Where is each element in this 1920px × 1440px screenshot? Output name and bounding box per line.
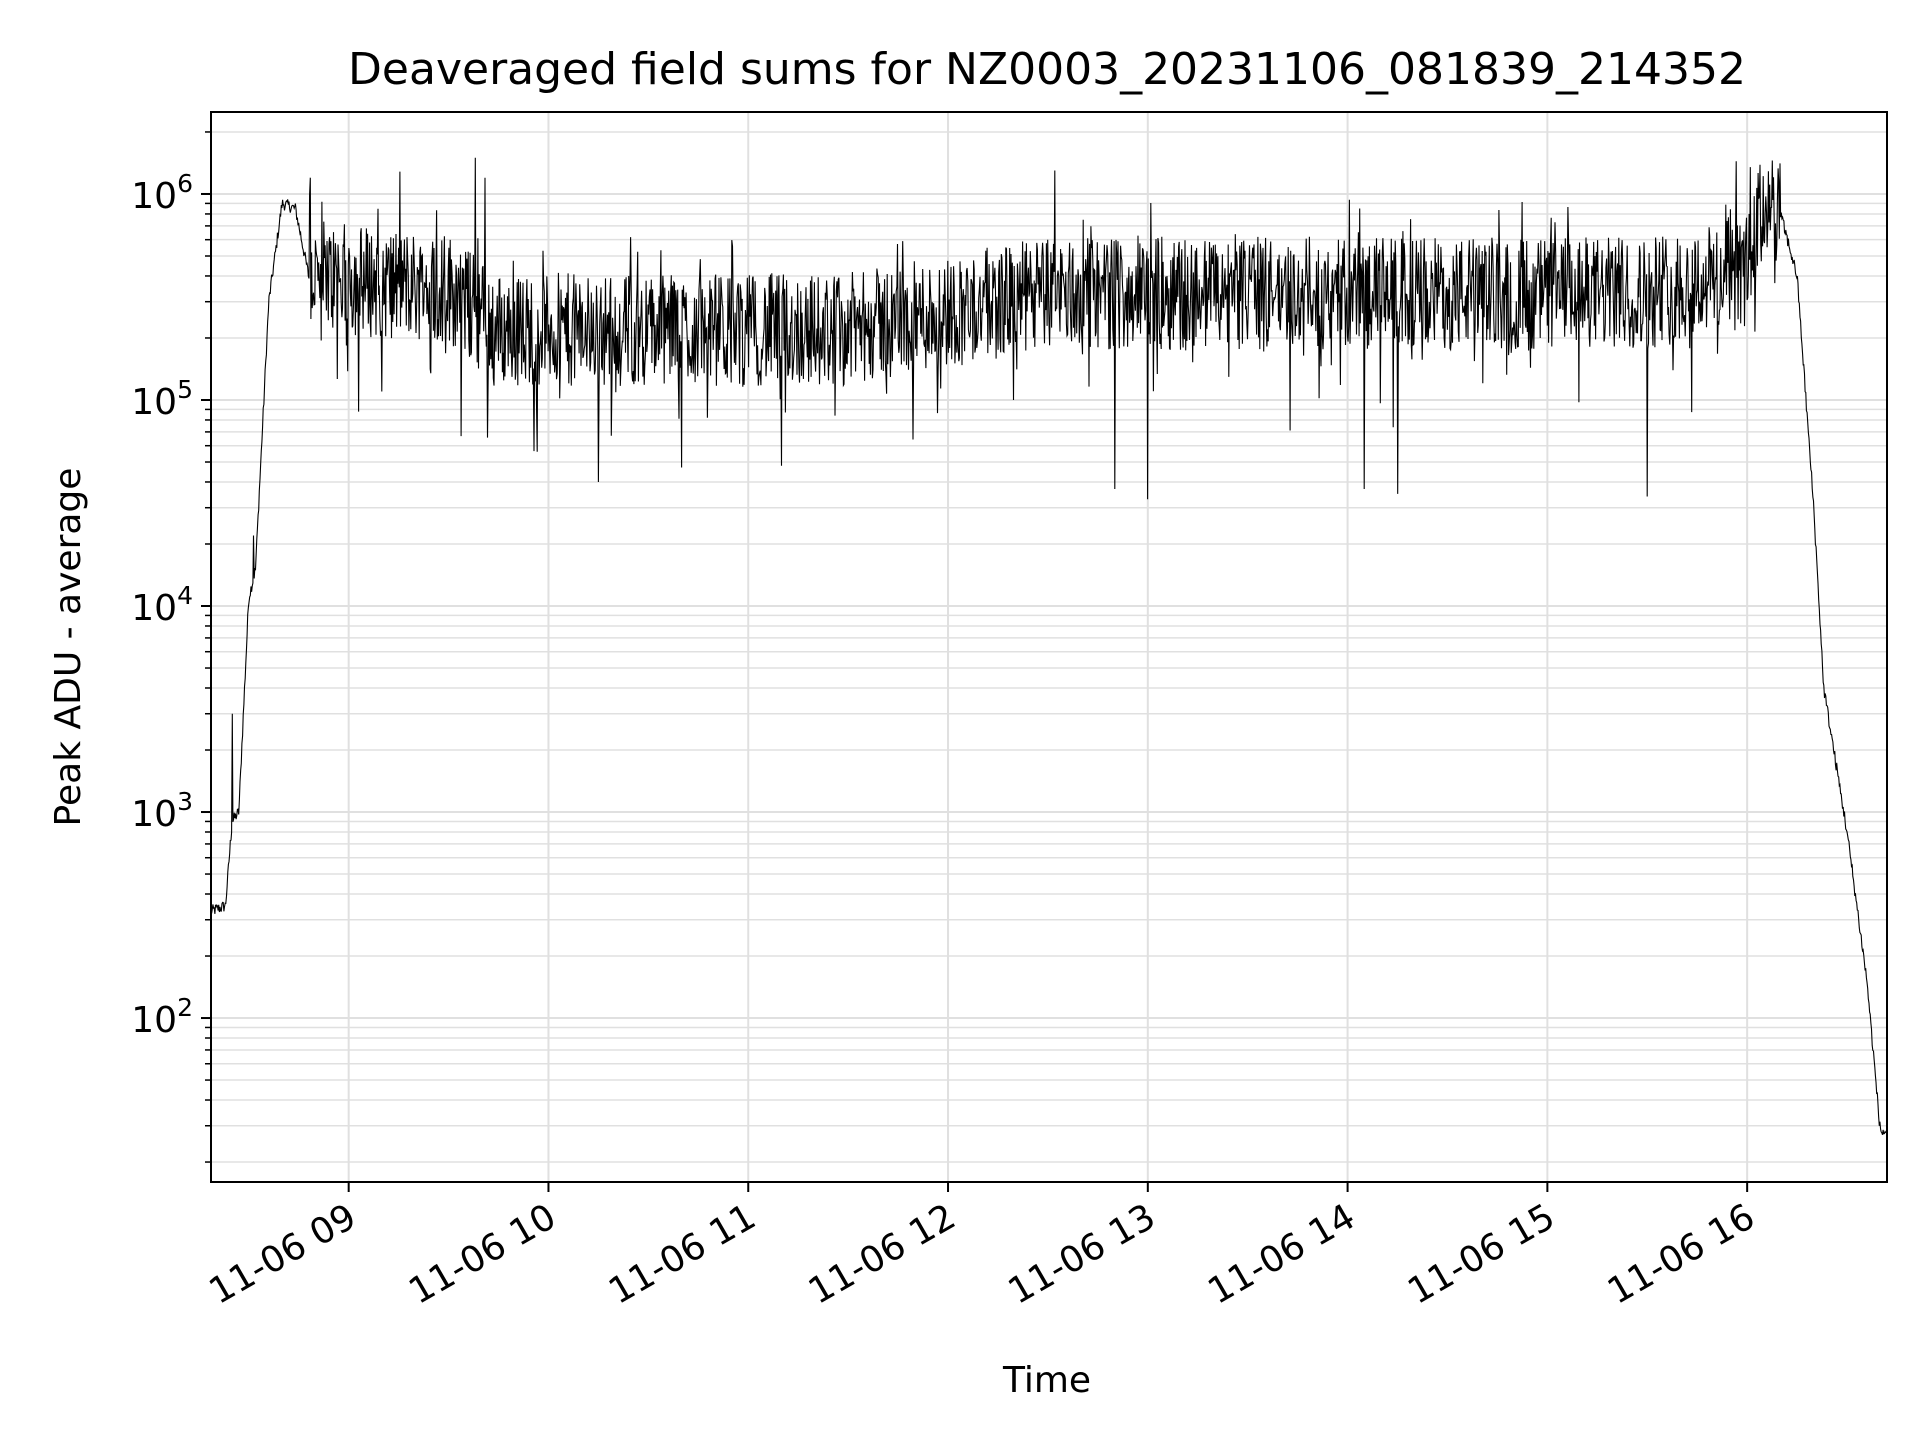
y-axis: 102 103 104 105 106 <box>131 131 211 1163</box>
chart-title: Deaveraged field sums for NZ0003_2023110… <box>348 44 1746 95</box>
x-axis-label: Time <box>1002 1360 1091 1401</box>
x-tick-label: 11-06 10 <box>402 1196 563 1312</box>
y-tick-label: 105 <box>131 375 193 423</box>
y-tick-label: 103 <box>131 787 193 835</box>
x-tick-label: 11-06 14 <box>1201 1196 1362 1312</box>
x-tick-label: 11-06 09 <box>203 1196 364 1312</box>
x-tick-label: 11-06 12 <box>802 1196 963 1312</box>
x-tick-label: 11-06 15 <box>1401 1196 1562 1312</box>
x-tick-label: 11-06 11 <box>602 1196 763 1312</box>
x-axis: 11-06 09 11-06 10 11-06 11 11-06 12 11-06 13… <box>203 1182 1762 1313</box>
y-tick-label: 106 <box>131 169 193 217</box>
plot-frame <box>210 111 1888 1183</box>
y-tick-label: 102 <box>131 993 193 1041</box>
x-tick-label: 11-06 16 <box>1601 1196 1762 1312</box>
series-line <box>211 157 1887 1135</box>
x-tick-label: 11-06 13 <box>1002 1196 1163 1312</box>
y-axis-label: Peak ADU - average <box>48 468 89 827</box>
y-tick-label: 104 <box>131 581 193 629</box>
